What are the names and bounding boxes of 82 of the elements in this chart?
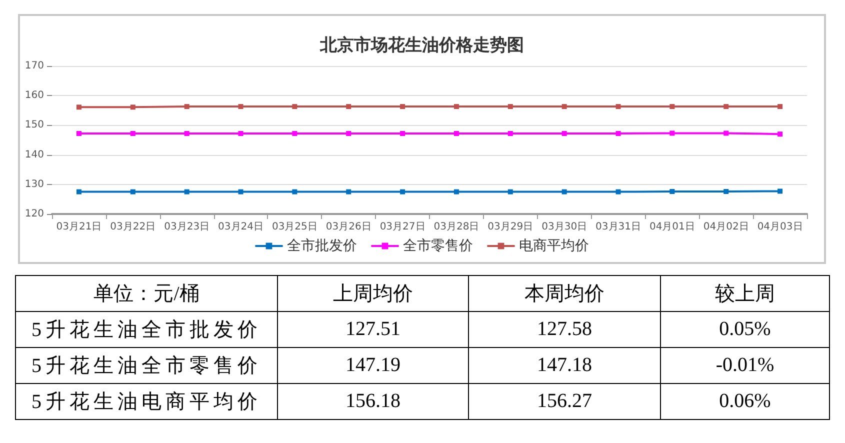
y-tick-label: 170 (24, 60, 44, 72)
text: 上周均价 (278, 276, 468, 312)
point (130, 189, 136, 194)
point (508, 130, 513, 136)
x-tick-label: 03月29日 (488, 222, 534, 232)
point (184, 189, 190, 194)
point (616, 189, 621, 194)
point (400, 189, 406, 194)
point (670, 130, 675, 136)
point (238, 130, 244, 136)
point (778, 188, 783, 194)
point (778, 104, 783, 110)
point (508, 104, 513, 110)
text: 较上周 (660, 276, 830, 312)
y-tick-label: 120 (24, 208, 44, 220)
point (616, 130, 621, 136)
x-tick-label: 03月31日 (596, 222, 641, 232)
y-tick-label: 140 (24, 149, 44, 160)
x-tick-label: 03月27日 (380, 222, 426, 232)
text: 147.19 (278, 348, 468, 384)
point (562, 104, 567, 110)
x-tick-label: 03月24日 (218, 222, 264, 232)
chart-title: 北京市场花生油价格走势图 (319, 36, 524, 56)
x-tick-label: 03月26日 (326, 222, 372, 232)
text: 147.18 (468, 348, 660, 384)
point (616, 104, 621, 110)
point (724, 189, 729, 194)
point (346, 130, 352, 136)
x-tick-label: 03月23日 (164, 222, 210, 232)
text: 127.51 (278, 312, 468, 348)
point (670, 189, 675, 194)
point (454, 189, 459, 194)
x-tick-label: 03月25日 (272, 222, 318, 232)
point (130, 104, 136, 110)
text: 156.27 (468, 384, 660, 420)
x-tick-label: 03月21日 (56, 222, 102, 232)
text: 5升花生油全市批发价 (16, 312, 278, 348)
point (238, 189, 244, 194)
y-tick-label: 150 (24, 120, 44, 131)
point (292, 130, 298, 136)
point (400, 130, 406, 136)
text: 0.05% (660, 312, 830, 348)
point (724, 130, 729, 136)
text: 单位：元/桶 (16, 276, 278, 312)
text: 5升花生油电商平均价 (16, 384, 278, 420)
point (130, 130, 136, 136)
y-tick-label: 130 (24, 178, 44, 190)
text: 5升花生油全市零售价 (16, 348, 278, 384)
point (76, 104, 82, 110)
legend-label: 电商平均价 (519, 238, 589, 254)
point (184, 130, 190, 136)
point (454, 104, 459, 110)
legend-label: 全市批发价 (287, 238, 357, 254)
text: 本周均价 (468, 276, 660, 312)
point (778, 132, 783, 137)
point (724, 104, 729, 110)
y-tick-label: 160 (24, 90, 44, 102)
point (346, 189, 352, 194)
point (562, 189, 567, 194)
x-tick-label: 03月22日 (110, 222, 156, 232)
point (292, 104, 298, 110)
x-tick-label: 04月01日 (649, 222, 695, 232)
x-tick-label: 04月03日 (757, 222, 803, 232)
text: -0.01% (660, 348, 830, 384)
point (400, 104, 406, 110)
point (562, 130, 567, 136)
x-tick-label: 04月02日 (703, 222, 749, 232)
text: 156.18 (278, 384, 468, 420)
point (346, 104, 352, 110)
point (76, 189, 82, 194)
point (238, 104, 244, 110)
point (184, 104, 190, 110)
point (76, 130, 82, 136)
x-tick-label: 03月28日 (434, 222, 480, 232)
point (454, 130, 459, 136)
point (292, 189, 298, 194)
legend-label: 全市零售价 (403, 238, 473, 254)
point (670, 104, 675, 110)
x-tick-label: 03月30日 (542, 222, 588, 232)
point (508, 189, 513, 194)
text: 127.58 (468, 312, 660, 348)
text: 0.06% (660, 384, 830, 420)
